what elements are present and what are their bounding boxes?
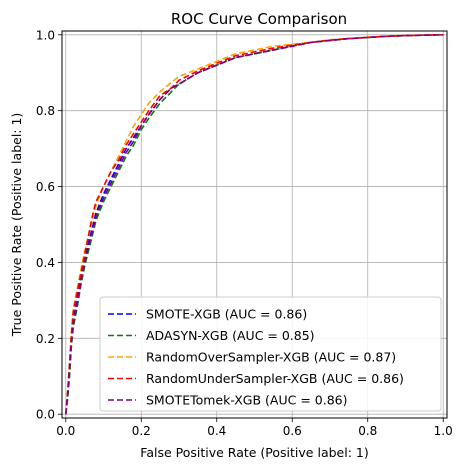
axis-ticks: 0.0 0.2 0.4 0.6 0.8 1.0 0.0 0.2 0.4 0.6 0.8 1.0 — [36, 28, 453, 438]
legend-entries: SMOTE-XGB (AUC = 0.86) ADASYN-XGB (AUC = … — [108, 307, 404, 408]
legend-box — [99, 296, 442, 412]
x-tick-label: 1.0 — [434, 424, 453, 438]
y-axis-label: True Positive Rate (Positive label: 1) — [9, 113, 24, 338]
legend: SMOTE-XGB (AUC = 0.86) ADASYN-XGB (AUC = … — [99, 296, 442, 412]
y-tick-label: 0.8 — [36, 104, 55, 118]
grid — [62, 31, 447, 418]
x-tick-label: 0.0 — [56, 424, 75, 438]
plot-frame — [61, 30, 448, 419]
chart-title: ROC Curve Comparison — [171, 10, 347, 28]
y-tick-label: 0.6 — [36, 180, 55, 194]
legend-label-1: ADASYN-XGB (AUC = 0.85) — [146, 328, 315, 343]
legend-label-2: RandomOverSampler-XGB (AUC = 0.87) — [146, 350, 396, 365]
x-tick-label: 0.8 — [358, 424, 377, 438]
x-axis-label: False Positive Rate (Positive label: 1) — [140, 445, 368, 460]
legend-label-0: SMOTE-XGB (AUC = 0.86) — [146, 307, 307, 322]
legend-label-4: SMOTETomek-XGB (AUC = 0.86) — [146, 393, 347, 408]
series-lines — [64, 33, 444, 415]
legend-label-3: RandomUnderSampler-XGB (AUC = 0.86) — [146, 371, 404, 386]
y-tick-label: 0.2 — [36, 332, 55, 346]
x-tick-label: 0.2 — [132, 424, 151, 438]
y-tick-label: 0.0 — [36, 408, 55, 422]
y-tick-label: 0.4 — [36, 256, 55, 270]
x-tick-label: 0.4 — [207, 424, 226, 438]
series-line-4 — [64, 33, 444, 415]
y-tick-label: 1.0 — [36, 28, 55, 42]
x-tick-label: 0.6 — [283, 424, 302, 438]
